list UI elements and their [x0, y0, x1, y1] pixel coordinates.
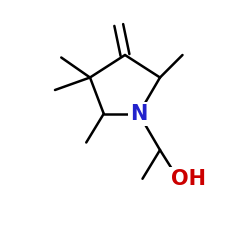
Text: OH: OH — [171, 169, 206, 189]
Text: N: N — [130, 104, 148, 124]
